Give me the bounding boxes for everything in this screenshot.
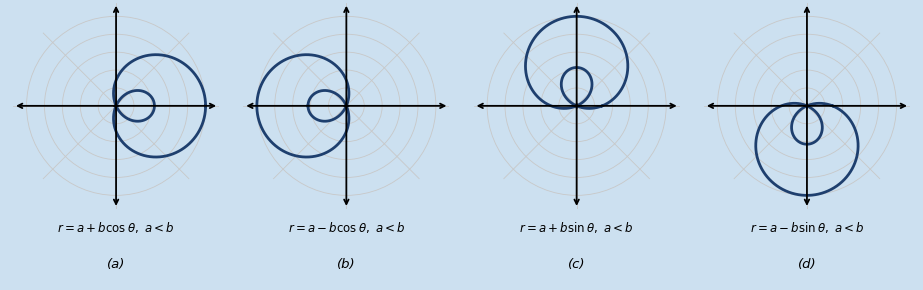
Text: $r = a - b\cos\theta,\ a < b$: $r = a - b\cos\theta,\ a < b$ <box>288 220 405 235</box>
Text: (d): (d) <box>797 258 816 271</box>
Text: $r = a + b\cos\theta,\ a < b$: $r = a + b\cos\theta,\ a < b$ <box>57 220 174 235</box>
Text: (a): (a) <box>107 258 126 271</box>
Text: (b): (b) <box>337 258 355 271</box>
Text: $r = a - b\sin\theta,\ a < b$: $r = a - b\sin\theta,\ a < b$ <box>749 220 864 235</box>
Text: (c): (c) <box>568 258 585 271</box>
Text: $r = a + b\sin\theta,\ a < b$: $r = a + b\sin\theta,\ a < b$ <box>520 220 634 235</box>
